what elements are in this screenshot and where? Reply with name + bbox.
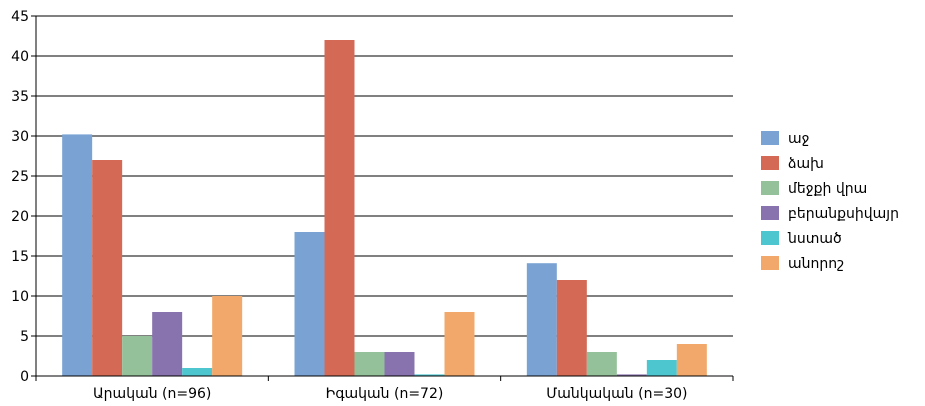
y-tick-label: 10 [11, 289, 29, 305]
legend: աջ ձախ մեջքի վրա բերանքսիվայր նստած անորոշ [761, 131, 899, 272]
y-tick-label: 25 [11, 169, 29, 185]
legend-swatch [761, 131, 779, 145]
bar [586, 352, 617, 376]
bar [152, 312, 183, 376]
legend-swatch [761, 256, 779, 270]
x-axis: Արական (n=96) Իգական (n=72) Մանկական (n=30… [35, 375, 734, 402]
y-tick-label: 15 [11, 249, 29, 265]
bar [676, 344, 707, 376]
bar [92, 160, 123, 376]
y-tick-label: 0 [20, 369, 29, 385]
bar [646, 360, 677, 376]
legend-label: նստած [787, 231, 842, 247]
legend-swatch [761, 231, 779, 245]
legend-label: անորոշ [788, 256, 844, 272]
bars [62, 40, 707, 376]
bar [616, 374, 647, 376]
y-tick-label: 20 [11, 209, 29, 225]
legend-swatch [761, 206, 779, 220]
bar [526, 263, 557, 376]
x-tick-label: Արական (n=96) [93, 386, 211, 402]
legend-label: մեջքի վրա [788, 181, 867, 197]
gridlines [36, 15, 733, 337]
bar [62, 134, 93, 376]
legend-swatch [761, 156, 779, 170]
bar [182, 368, 213, 376]
y-tick-label: 40 [11, 49, 29, 65]
y-axis: 0 5 10 15 20 25 30 35 40 45 [11, 9, 37, 385]
bar [354, 352, 385, 376]
legend-label: աջ [788, 131, 809, 147]
y-tick-label: 45 [11, 9, 29, 25]
bar [384, 352, 415, 376]
legend-label: ձախ [788, 156, 824, 172]
bar [414, 374, 445, 376]
bar [444, 312, 475, 376]
bar [294, 232, 325, 376]
x-tick-label: Մանկական (n=30) [546, 386, 687, 402]
bar [212, 296, 243, 376]
y-tick-label: 5 [20, 329, 29, 345]
bar [122, 336, 153, 376]
bar [324, 40, 355, 376]
legend-swatch [761, 181, 779, 195]
x-tick-label: Իգական (n=72) [326, 386, 444, 402]
bar [556, 280, 587, 376]
y-tick-label: 35 [11, 89, 29, 105]
y-tick-label: 30 [11, 129, 29, 145]
legend-label: բերանքսիվայր [788, 206, 899, 222]
